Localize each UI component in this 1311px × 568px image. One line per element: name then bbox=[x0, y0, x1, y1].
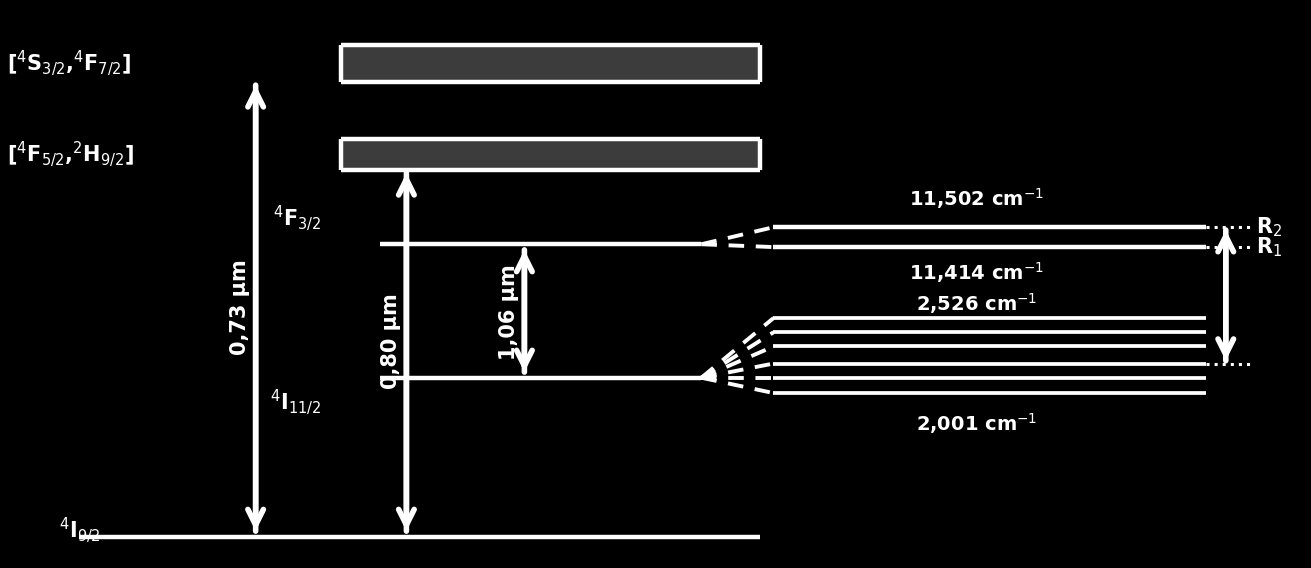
Text: $^4$I$_{9/2}$: $^4$I$_{9/2}$ bbox=[59, 516, 101, 545]
Text: 11,502 cm$^{-1}$: 11,502 cm$^{-1}$ bbox=[910, 186, 1044, 211]
Bar bbox=[341, 139, 760, 170]
Text: $^4$I$_{11/2}$: $^4$I$_{11/2}$ bbox=[270, 387, 321, 417]
Text: 1,06 μm: 1,06 μm bbox=[498, 265, 519, 360]
Text: 2,001 cm$^{-1}$: 2,001 cm$^{-1}$ bbox=[916, 411, 1037, 436]
Text: 0,80 μm: 0,80 μm bbox=[380, 293, 401, 389]
Text: R$_2$: R$_2$ bbox=[1256, 215, 1282, 239]
Text: 0,73 μm: 0,73 μm bbox=[229, 259, 250, 354]
Text: 2,526 cm$^{-1}$: 2,526 cm$^{-1}$ bbox=[916, 291, 1037, 316]
Text: [$^4$F$_{5/2}$,$^2$H$_{9/2}$]: [$^4$F$_{5/2}$,$^2$H$_{9/2}$] bbox=[7, 140, 134, 169]
Text: 11,414 cm$^{-1}$: 11,414 cm$^{-1}$ bbox=[910, 260, 1044, 285]
Text: R$_1$: R$_1$ bbox=[1256, 235, 1282, 259]
Text: [$^4$S$_{3/2}$,$^4$F$_{7/2}$]: [$^4$S$_{3/2}$,$^4$F$_{7/2}$] bbox=[7, 49, 131, 78]
Text: $^4$F$_{3/2}$: $^4$F$_{3/2}$ bbox=[273, 203, 321, 233]
Bar bbox=[341, 45, 760, 82]
